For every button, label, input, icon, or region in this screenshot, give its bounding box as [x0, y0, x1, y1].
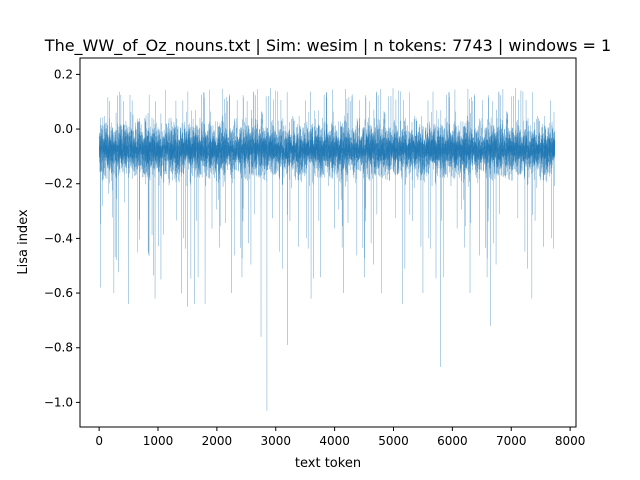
- y-tick-label: −0.6: [44, 286, 73, 300]
- y-tick-label: 0.2: [54, 67, 73, 81]
- y-tick-label: −0.2: [44, 177, 73, 191]
- x-axis: 0 1000 2000 3000 4000 5000 6000 7000 8000: [95, 427, 585, 448]
- x-tick-label: 7000: [496, 434, 527, 448]
- y-tick-label: −0.4: [44, 231, 73, 245]
- y-axis: 0.2 0.0 −0.2 −0.4 −0.6 −0.8 −1.0: [44, 67, 80, 409]
- x-tick-label: 0: [95, 434, 103, 448]
- y-tick-label: 0.0: [54, 122, 73, 136]
- x-tick-label: 4000: [319, 434, 350, 448]
- series-layer: [98, 88, 556, 411]
- x-tick-label: 2000: [202, 434, 233, 448]
- y-tick-label: −1.0: [44, 395, 73, 409]
- x-tick-label: 3000: [260, 434, 291, 448]
- x-tick-label: 1000: [143, 434, 174, 448]
- lisa-index-series-line: [98, 88, 556, 411]
- x-tick-label: 8000: [555, 434, 586, 448]
- plot-frame: [79, 57, 577, 428]
- x-tick-label: 6000: [437, 434, 468, 448]
- y-tick-label: −0.8: [44, 341, 73, 355]
- x-tick-label: 5000: [378, 434, 409, 448]
- y-axis-label: Lisa index: [16, 209, 31, 275]
- lisa-index-series-core: [98, 131, 556, 169]
- x-axis-label: text token: [295, 456, 361, 471]
- chart-title: The_WW_of_Oz_nouns.txt | Sim: wesim | n …: [44, 36, 611, 56]
